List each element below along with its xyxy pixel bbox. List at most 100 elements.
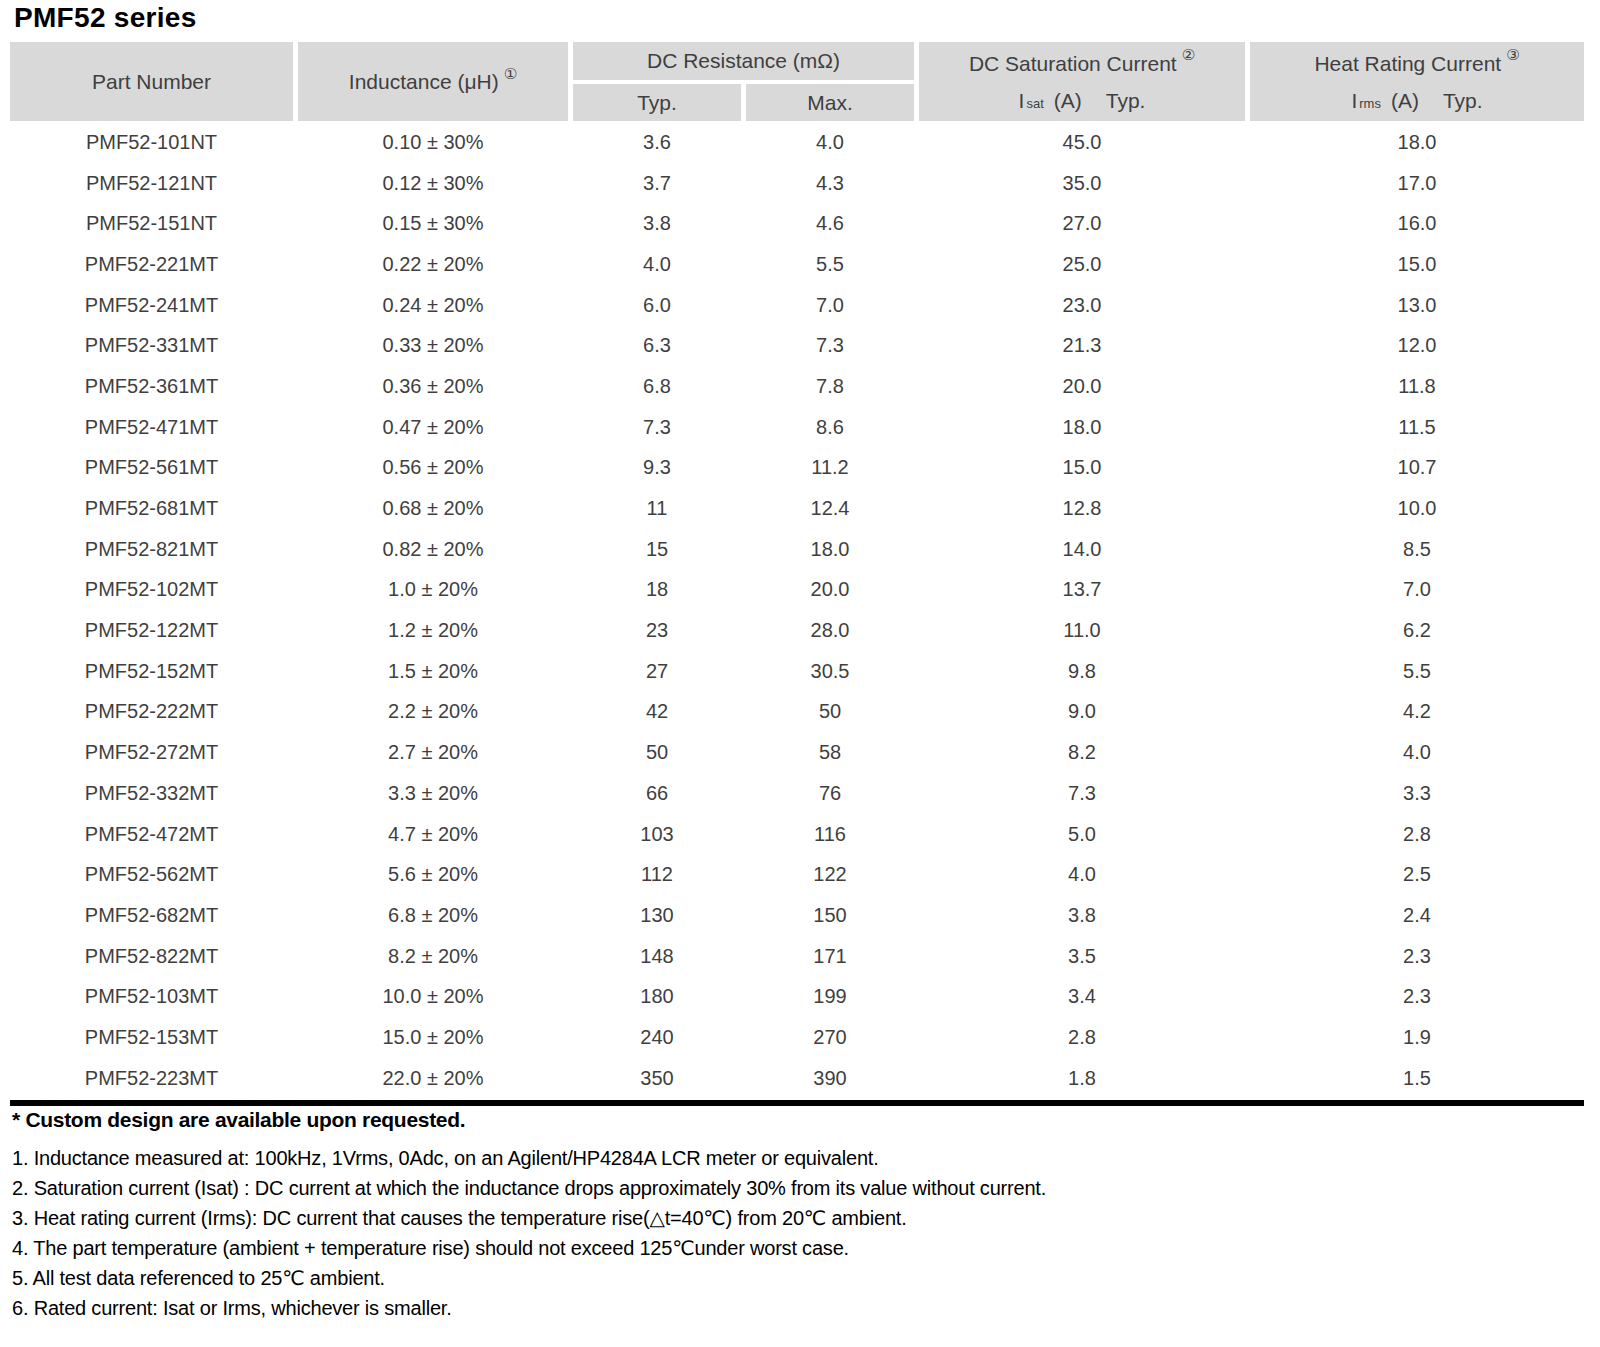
footnote-3: 3. Heat rating current (Irms): DC curren… xyxy=(12,1203,1046,1233)
cell-dcr-max: 8.6 xyxy=(746,407,914,448)
cell-isat: 45.0 xyxy=(919,122,1245,163)
cell-part-number: PMF52-223MT xyxy=(10,1058,293,1099)
cell-part-number: PMF52-221MT xyxy=(10,244,293,285)
cell-part-number: PMF52-102MT xyxy=(10,570,293,611)
table-row: PMF52-361MT0.36 ± 20%6.87.820.011.8 xyxy=(10,366,1584,407)
cell-irms: 1.9 xyxy=(1250,1017,1584,1058)
spec-table: Part Number Inductance (μH)① DC Resistan… xyxy=(10,42,1584,1106)
cell-dcr-max: 58 xyxy=(746,732,914,773)
cell-irms: 2.3 xyxy=(1250,976,1584,1017)
cell-dcr-max: 199 xyxy=(746,976,914,1017)
cell-dcr-typ: 18 xyxy=(573,570,741,611)
cell-irms: 2.8 xyxy=(1250,814,1584,855)
cell-inductance: 3.3 ± 20% xyxy=(298,773,568,814)
cell-isat: 4.0 xyxy=(919,854,1245,895)
cell-part-number: PMF52-472MT xyxy=(10,814,293,855)
header-part-number: Part Number xyxy=(10,42,293,121)
custom-design-note: * Custom design are available upon reque… xyxy=(12,1108,465,1132)
cell-irms: 11.5 xyxy=(1250,407,1584,448)
table-row: PMF52-102MT1.0 ± 20%1820.013.77.0 xyxy=(10,570,1584,611)
cell-part-number: PMF52-822MT xyxy=(10,936,293,977)
cell-part-number: PMF52-471MT xyxy=(10,407,293,448)
cell-dcr-max: 4.3 xyxy=(746,163,914,204)
cell-dcr-max: 11.2 xyxy=(746,448,914,489)
cell-dcr-typ: 6.3 xyxy=(573,325,741,366)
page-title: PMF52 series xyxy=(14,2,197,34)
cell-inductance: 0.56 ± 20% xyxy=(298,448,568,489)
cell-part-number: PMF52-101NT xyxy=(10,122,293,163)
table-row: PMF52-101NT0.10 ± 30%3.64.045.018.0 xyxy=(10,122,1584,163)
footnote-6: 6. Rated current: Isat or Irms, whicheve… xyxy=(12,1293,1046,1323)
cell-part-number: PMF52-152MT xyxy=(10,651,293,692)
cell-irms: 12.0 xyxy=(1250,325,1584,366)
table-row: PMF52-821MT0.82 ± 20%1518.014.08.5 xyxy=(10,529,1584,570)
cell-inductance: 6.8 ± 20% xyxy=(298,895,568,936)
header-inductance: Inductance (μH)① xyxy=(298,42,568,121)
cell-dcr-max: 76 xyxy=(746,773,914,814)
cell-dcr-max: 30.5 xyxy=(746,651,914,692)
table-row: PMF52-472MT4.7 ± 20%1031165.02.8 xyxy=(10,814,1584,855)
table-row: PMF52-222MT2.2 ± 20%42509.04.2 xyxy=(10,692,1584,733)
cell-part-number: PMF52-821MT xyxy=(10,529,293,570)
cell-dcr-max: 122 xyxy=(746,854,914,895)
cell-dcr-typ: 66 xyxy=(573,773,741,814)
header-heat-rating: Heat Rating Current③ Irms(A)Typ. xyxy=(1250,42,1584,121)
footnote-5: 5. All test data referenced to 25℃ ambie… xyxy=(12,1263,1046,1293)
cell-inductance: 0.47 ± 20% xyxy=(298,407,568,448)
cell-part-number: PMF52-222MT xyxy=(10,692,293,733)
cell-part-number: PMF52-272MT xyxy=(10,732,293,773)
cell-isat: 3.8 xyxy=(919,895,1245,936)
cell-isat: 7.3 xyxy=(919,773,1245,814)
cell-isat: 18.0 xyxy=(919,407,1245,448)
cell-dcr-max: 4.0 xyxy=(746,122,914,163)
cell-dcr-max: 390 xyxy=(746,1058,914,1099)
cell-irms: 11.8 xyxy=(1250,366,1584,407)
table-row: PMF52-561MT0.56 ± 20%9.311.215.010.7 xyxy=(10,448,1584,489)
cell-dcr-typ: 11 xyxy=(573,488,741,529)
cell-inductance: 0.33 ± 20% xyxy=(298,325,568,366)
cell-dcr-typ: 6.0 xyxy=(573,285,741,326)
cell-irms: 5.5 xyxy=(1250,651,1584,692)
cell-irms: 13.0 xyxy=(1250,285,1584,326)
cell-dcr-typ: 50 xyxy=(573,732,741,773)
cell-part-number: PMF52-241MT xyxy=(10,285,293,326)
cell-irms: 1.5 xyxy=(1250,1058,1584,1099)
cell-dcr-typ: 103 xyxy=(573,814,741,855)
cell-dcr-max: 7.3 xyxy=(746,325,914,366)
table-row: PMF52-153MT15.0 ± 20%2402702.81.9 xyxy=(10,1017,1584,1058)
cell-part-number: PMF52-121NT xyxy=(10,163,293,204)
table-row: PMF52-152MT1.5 ± 20%2730.59.85.5 xyxy=(10,651,1584,692)
cell-irms: 2.3 xyxy=(1250,936,1584,977)
table-row: PMF52-562MT5.6 ± 20%1121224.02.5 xyxy=(10,854,1584,895)
cell-isat: 15.0 xyxy=(919,448,1245,489)
cell-irms: 16.0 xyxy=(1250,203,1584,244)
cell-part-number: PMF52-361MT xyxy=(10,366,293,407)
cell-inductance: 10.0 ± 20% xyxy=(298,976,568,1017)
header-dc-resistance: DC Resistance (mΩ) xyxy=(573,42,914,80)
header-dcr-typ: Typ. xyxy=(573,84,741,121)
footnote-4: 4. The part temperature (ambient + tempe… xyxy=(12,1233,1046,1263)
cell-dcr-typ: 6.8 xyxy=(573,366,741,407)
cell-dcr-typ: 3.7 xyxy=(573,163,741,204)
cell-irms: 4.0 xyxy=(1250,732,1584,773)
cell-dcr-typ: 4.0 xyxy=(573,244,741,285)
cell-irms: 15.0 xyxy=(1250,244,1584,285)
cell-irms: 2.5 xyxy=(1250,854,1584,895)
cell-dcr-typ: 180 xyxy=(573,976,741,1017)
cell-part-number: PMF52-331MT xyxy=(10,325,293,366)
cell-dcr-max: 7.8 xyxy=(746,366,914,407)
cell-dcr-max: 50 xyxy=(746,692,914,733)
cell-dcr-max: 171 xyxy=(746,936,914,977)
cell-dcr-max: 12.4 xyxy=(746,488,914,529)
cell-dcr-typ: 15 xyxy=(573,529,741,570)
cell-inductance: 22.0 ± 20% xyxy=(298,1058,568,1099)
cell-dcr-max: 7.0 xyxy=(746,285,914,326)
table-header: Part Number Inductance (μH)① DC Resistan… xyxy=(10,42,1584,121)
cell-dcr-max: 116 xyxy=(746,814,914,855)
cell-dcr-max: 18.0 xyxy=(746,529,914,570)
cell-isat: 9.8 xyxy=(919,651,1245,692)
cell-inductance: 0.22 ± 20% xyxy=(298,244,568,285)
cell-part-number: PMF52-151NT xyxy=(10,203,293,244)
cell-inductance: 0.82 ± 20% xyxy=(298,529,568,570)
table-row: PMF52-122MT1.2 ± 20%2328.011.06.2 xyxy=(10,610,1584,651)
